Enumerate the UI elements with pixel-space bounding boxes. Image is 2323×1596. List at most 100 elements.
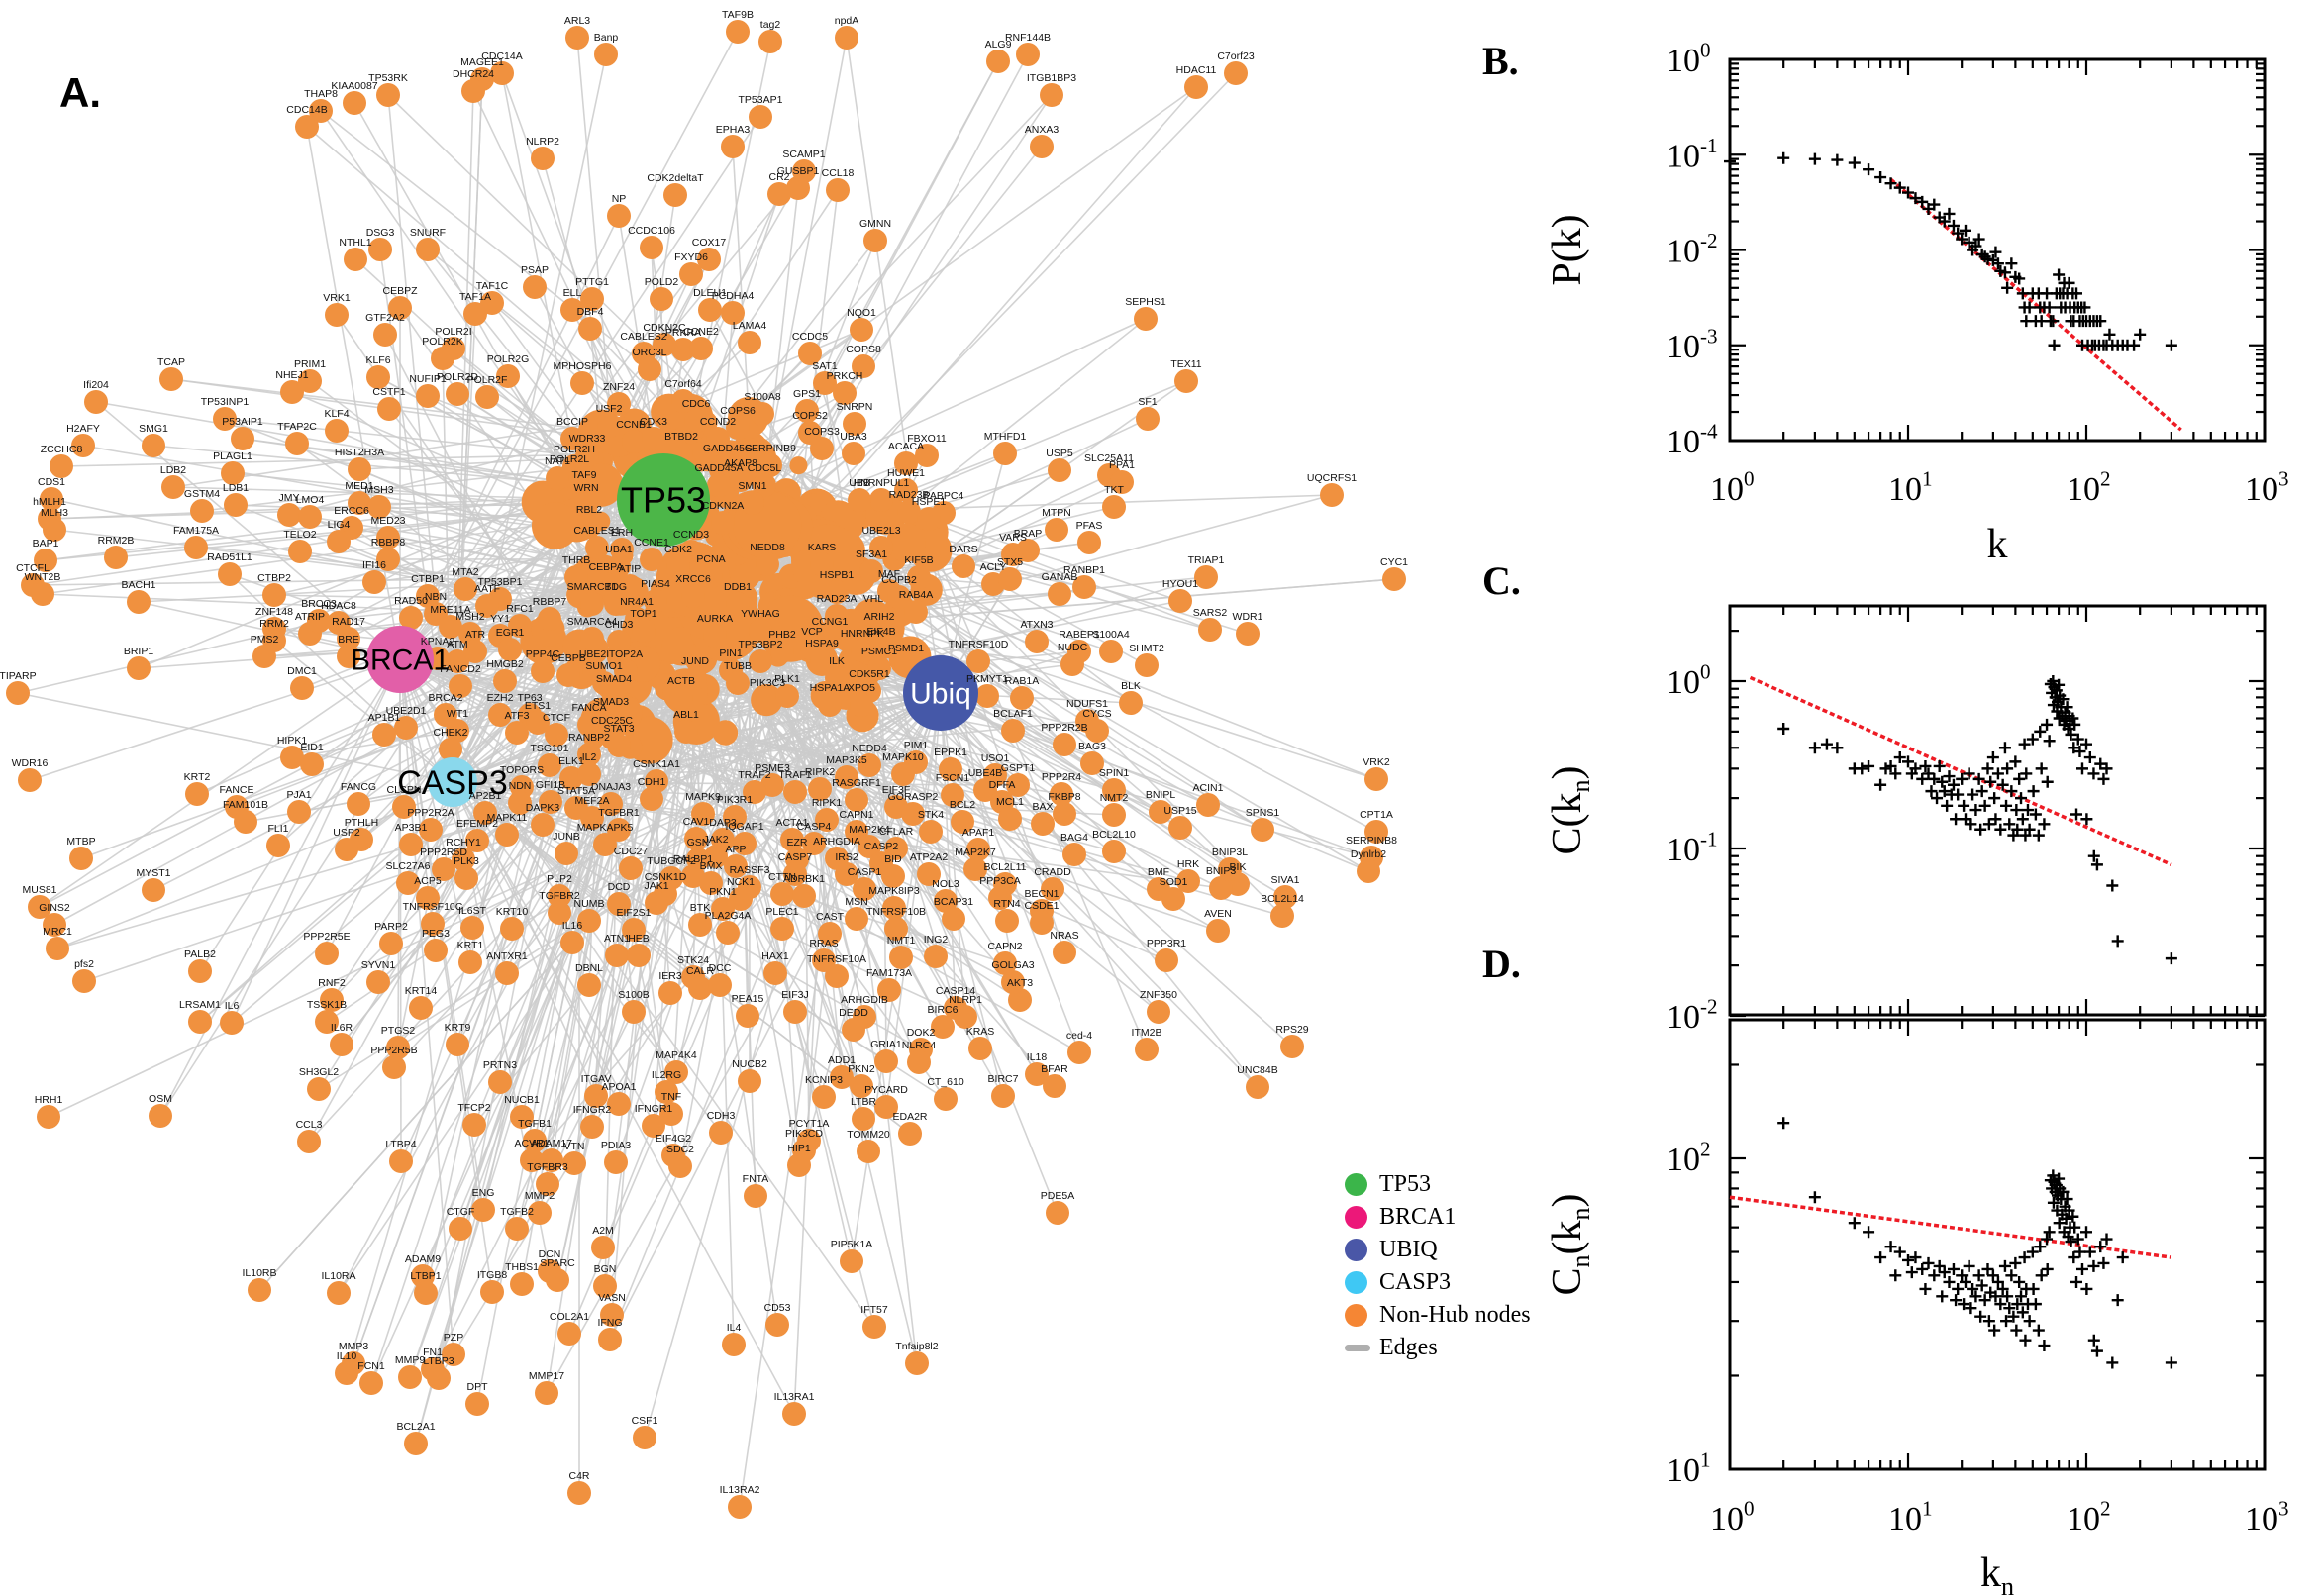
data-point — [1943, 1275, 1956, 1288]
network-node — [664, 1060, 688, 1084]
node-label: PPP4C — [526, 648, 560, 660]
x-tick-label: 103 — [2245, 467, 2289, 508]
node-label: PCNA — [696, 553, 725, 565]
node-label: VRK1 — [323, 292, 351, 304]
network-node — [495, 961, 519, 985]
node-label: GSPT1 — [1001, 762, 1036, 774]
node-label: IFNGR2 — [573, 1104, 612, 1116]
data-point — [2013, 272, 2026, 285]
node-label: LIG4 — [328, 519, 351, 531]
node-label: NUDC — [1058, 642, 1088, 653]
node-label: HDAC8 — [321, 600, 356, 612]
panel-d-label: D. — [1482, 942, 1521, 986]
network-node — [600, 726, 624, 749]
node-label: SIVA1 — [1271, 874, 1300, 886]
legend-item-nonhub: Non-Hub nodes — [1345, 1299, 1531, 1332]
node-label: GORASP2 — [888, 791, 939, 803]
node-label: EZH2 — [487, 692, 514, 704]
network-node — [619, 856, 643, 880]
node-label: BIRC7 — [988, 1073, 1019, 1085]
node-label: DAPK3 — [526, 802, 560, 814]
node-label: SH3GL2 — [299, 1066, 339, 1078]
node-label: CPT1A — [1360, 809, 1393, 821]
network-node — [580, 1115, 604, 1139]
network-node — [671, 389, 695, 413]
network-node — [1062, 843, 1086, 866]
node-label: PZP — [444, 1332, 463, 1344]
network-node — [691, 802, 715, 826]
data-point — [2069, 718, 2081, 731]
node-label: RBBP8 — [371, 537, 406, 549]
node-label: SERPINB9 — [745, 443, 796, 454]
network-node — [376, 548, 400, 571]
network-node — [703, 624, 727, 648]
network-node — [877, 978, 901, 1002]
node-label: LDB2 — [160, 464, 186, 476]
network-node — [826, 178, 850, 202]
node-label: COL2A1 — [550, 1311, 589, 1323]
node-label: BCL2A1 — [396, 1421, 435, 1433]
node-label: PTHLH — [345, 817, 378, 829]
node-label: CTBP2 — [257, 572, 291, 584]
network-node — [975, 684, 999, 708]
data-point — [1893, 1246, 1906, 1258]
network-edge — [739, 657, 864, 1508]
data-point — [2063, 1204, 2075, 1217]
network-node — [591, 1236, 615, 1259]
data-point — [2027, 785, 2040, 798]
network-node — [951, 810, 974, 834]
network-node — [505, 721, 529, 745]
node-label: JAK1 — [644, 880, 668, 892]
y-tick-label: 10-4 — [1666, 420, 1718, 460]
node-label: AVEN — [1204, 908, 1232, 920]
network-node — [622, 1000, 646, 1024]
network-node — [560, 427, 584, 450]
network-node — [840, 1249, 863, 1273]
legend-item-label: Edges — [1379, 1335, 1438, 1360]
data-point — [2023, 823, 2036, 836]
node-label: CCNB1 — [616, 419, 652, 431]
network-node — [1176, 869, 1200, 893]
network-node — [684, 409, 708, 433]
network-node — [708, 973, 732, 997]
network-node — [770, 640, 794, 663]
node-label: CDK3 — [640, 416, 667, 428]
node-label: S100B — [618, 989, 650, 1001]
data-point — [2073, 1246, 2086, 1258]
network-node — [627, 944, 651, 967]
data-point — [2083, 1246, 2096, 1258]
network-node — [461, 79, 485, 103]
network-node — [327, 611, 351, 635]
node-label: RAB4A — [899, 589, 933, 601]
node-label: DAP3 — [709, 817, 737, 829]
network-node — [347, 792, 370, 816]
data-point — [2010, 1324, 2023, 1337]
node-label: DBF4 — [577, 306, 604, 318]
network-node — [638, 357, 661, 381]
network-node — [1236, 622, 1260, 646]
node-label: COPB2 — [881, 574, 917, 586]
node-label: PPP2R4 — [1042, 771, 1081, 783]
network-node — [741, 491, 764, 515]
network-node — [598, 1328, 622, 1351]
hub-node-casp3 — [428, 757, 477, 807]
node-label: SMARCB1 — [567, 581, 618, 593]
node-label: MMP2 — [525, 1190, 555, 1202]
data-point — [2007, 1310, 2020, 1323]
node-label: SUMO1 — [585, 660, 623, 672]
node-label: PPP2R5D — [420, 847, 467, 858]
node-label: SPNS1 — [1246, 807, 1280, 819]
network-node — [898, 1122, 922, 1146]
network-node — [688, 913, 712, 937]
network-node — [1320, 483, 1344, 507]
node-label: WDR1 — [1233, 611, 1263, 623]
node-label: NRAS — [1050, 930, 1078, 942]
node-label: FANCA — [571, 702, 606, 714]
network-edge — [881, 627, 1004, 1097]
data-point — [2047, 315, 2060, 328]
data-point — [2071, 1233, 2084, 1246]
node-label: HAX1 — [761, 950, 789, 962]
node-label: JUNB — [553, 831, 579, 843]
node-label: TP53BP2 — [739, 639, 783, 650]
